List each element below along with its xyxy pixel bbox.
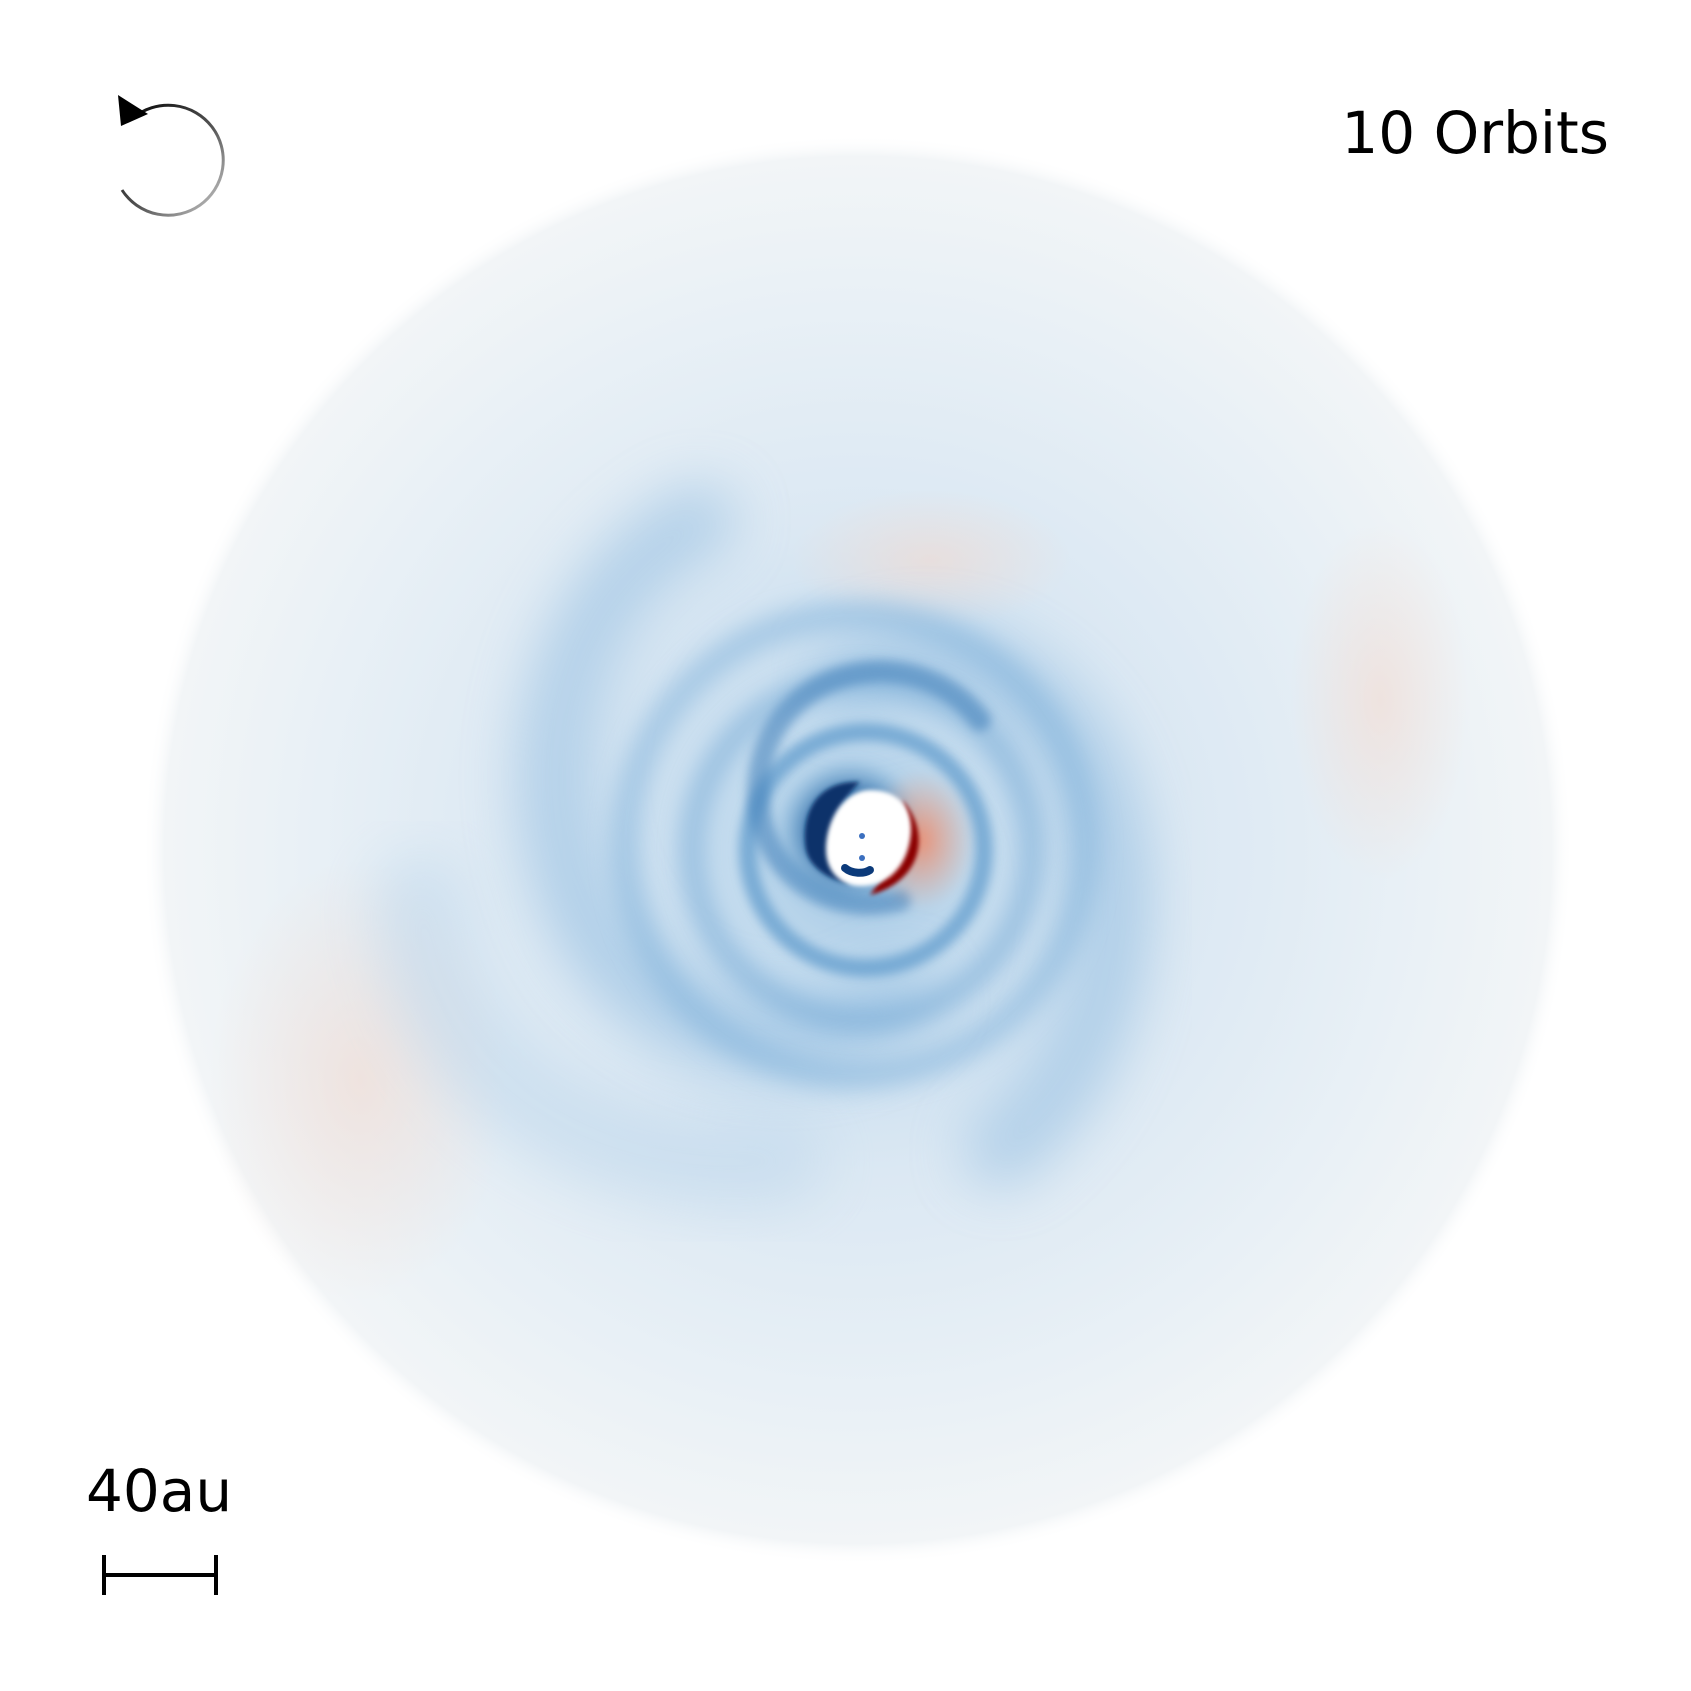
scale-bar	[102, 1555, 218, 1595]
binary-star-primary	[859, 833, 865, 839]
counterclockwise-rotation-arrow-icon	[118, 95, 225, 217]
orbit-count-label: 10 Orbits	[1341, 99, 1609, 167]
mid-ring-inner	[739, 723, 993, 977]
disk	[143, 135, 1573, 1565]
inner-dark-crescent	[804, 781, 860, 884]
mid-ring-outer	[612, 602, 1098, 1088]
warm-patch-top	[790, 490, 1070, 630]
scale-bar-label: 40au	[86, 1457, 233, 1525]
central-cavity	[826, 790, 911, 887]
cavity-inner-dark-streak	[841, 864, 874, 877]
binary-star-secondary	[859, 855, 865, 861]
warm-patch-right	[1290, 520, 1470, 880]
outer-spiral-arm-left	[519, 485, 935, 1072]
outer-spiral-arm-bottom	[375, 855, 825, 1208]
